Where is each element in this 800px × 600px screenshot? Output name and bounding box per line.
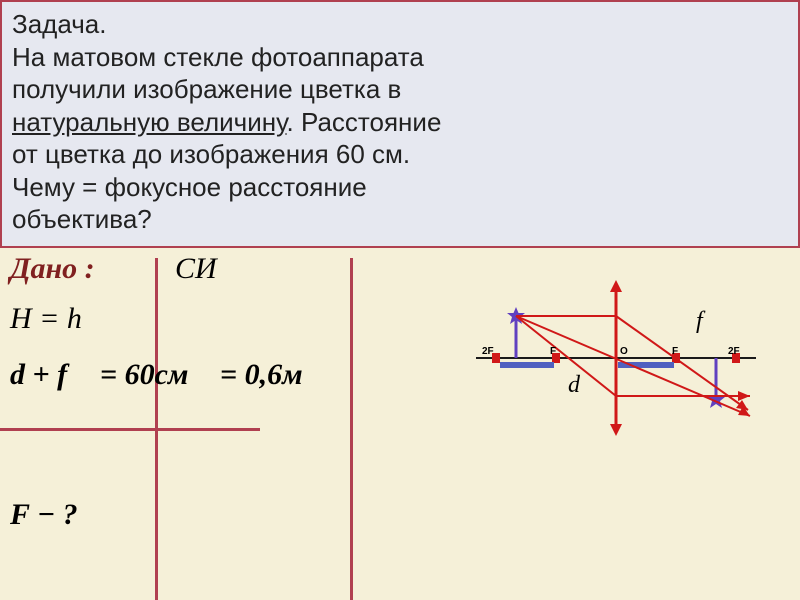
dano-label: Дано :: [10, 252, 95, 285]
problem-line2b: натуральную величину: [12, 107, 287, 137]
label-2F-right: 2F: [728, 346, 740, 357]
given-header: Дано :: [10, 252, 95, 286]
label-2F-left: 2F: [482, 346, 494, 357]
problem-line3: от цветка до изображения 60 см.: [12, 138, 788, 171]
label-O: O: [620, 346, 628, 357]
label-f: f: [696, 308, 703, 335]
si-label: СИ: [175, 252, 217, 285]
separator-2: [350, 258, 353, 600]
problem-line2: получили изображение цветка в натуральну…: [12, 73, 788, 138]
find-text: F − ?: [10, 498, 78, 531]
eq2-unit1: см: [155, 358, 189, 391]
label-F-right: F: [672, 346, 678, 357]
lens-diagram-svg: [438, 278, 778, 458]
problem-line2c: . Расстояние: [287, 107, 442, 137]
problem-line4: Чему = фокусное расстояние: [12, 171, 788, 204]
eq2-eq2: = 0,6: [220, 358, 282, 391]
eq2-left: d + f: [10, 358, 67, 391]
eq-H-h: H = h: [10, 302, 82, 336]
si-header: СИ: [175, 252, 217, 286]
eq-df-60: = 60см: [100, 358, 188, 392]
eq1-text: H = h: [10, 302, 82, 335]
problem-statement: Задача. На матовом стекле фотоаппарата п…: [0, 0, 800, 248]
eq-df: d + f: [10, 358, 67, 392]
problem-line2a: получили изображение цветка в: [12, 74, 401, 104]
lens-diagram: 2F F O F 2F f d: [438, 278, 778, 458]
label-d: d: [568, 372, 580, 399]
eq2-eq1: = 60: [100, 358, 155, 391]
eq-df-06: = 0,6м: [220, 358, 303, 392]
label-F-left: F: [550, 346, 556, 357]
problem-line5: объектива?: [12, 203, 788, 236]
separator-h: [0, 428, 260, 431]
eq-find: F − ?: [10, 498, 78, 532]
eq2-unit2: м: [282, 358, 303, 391]
problem-title: Задача.: [12, 8, 788, 41]
problem-line1: На матовом стекле фотоаппарата: [12, 41, 788, 74]
